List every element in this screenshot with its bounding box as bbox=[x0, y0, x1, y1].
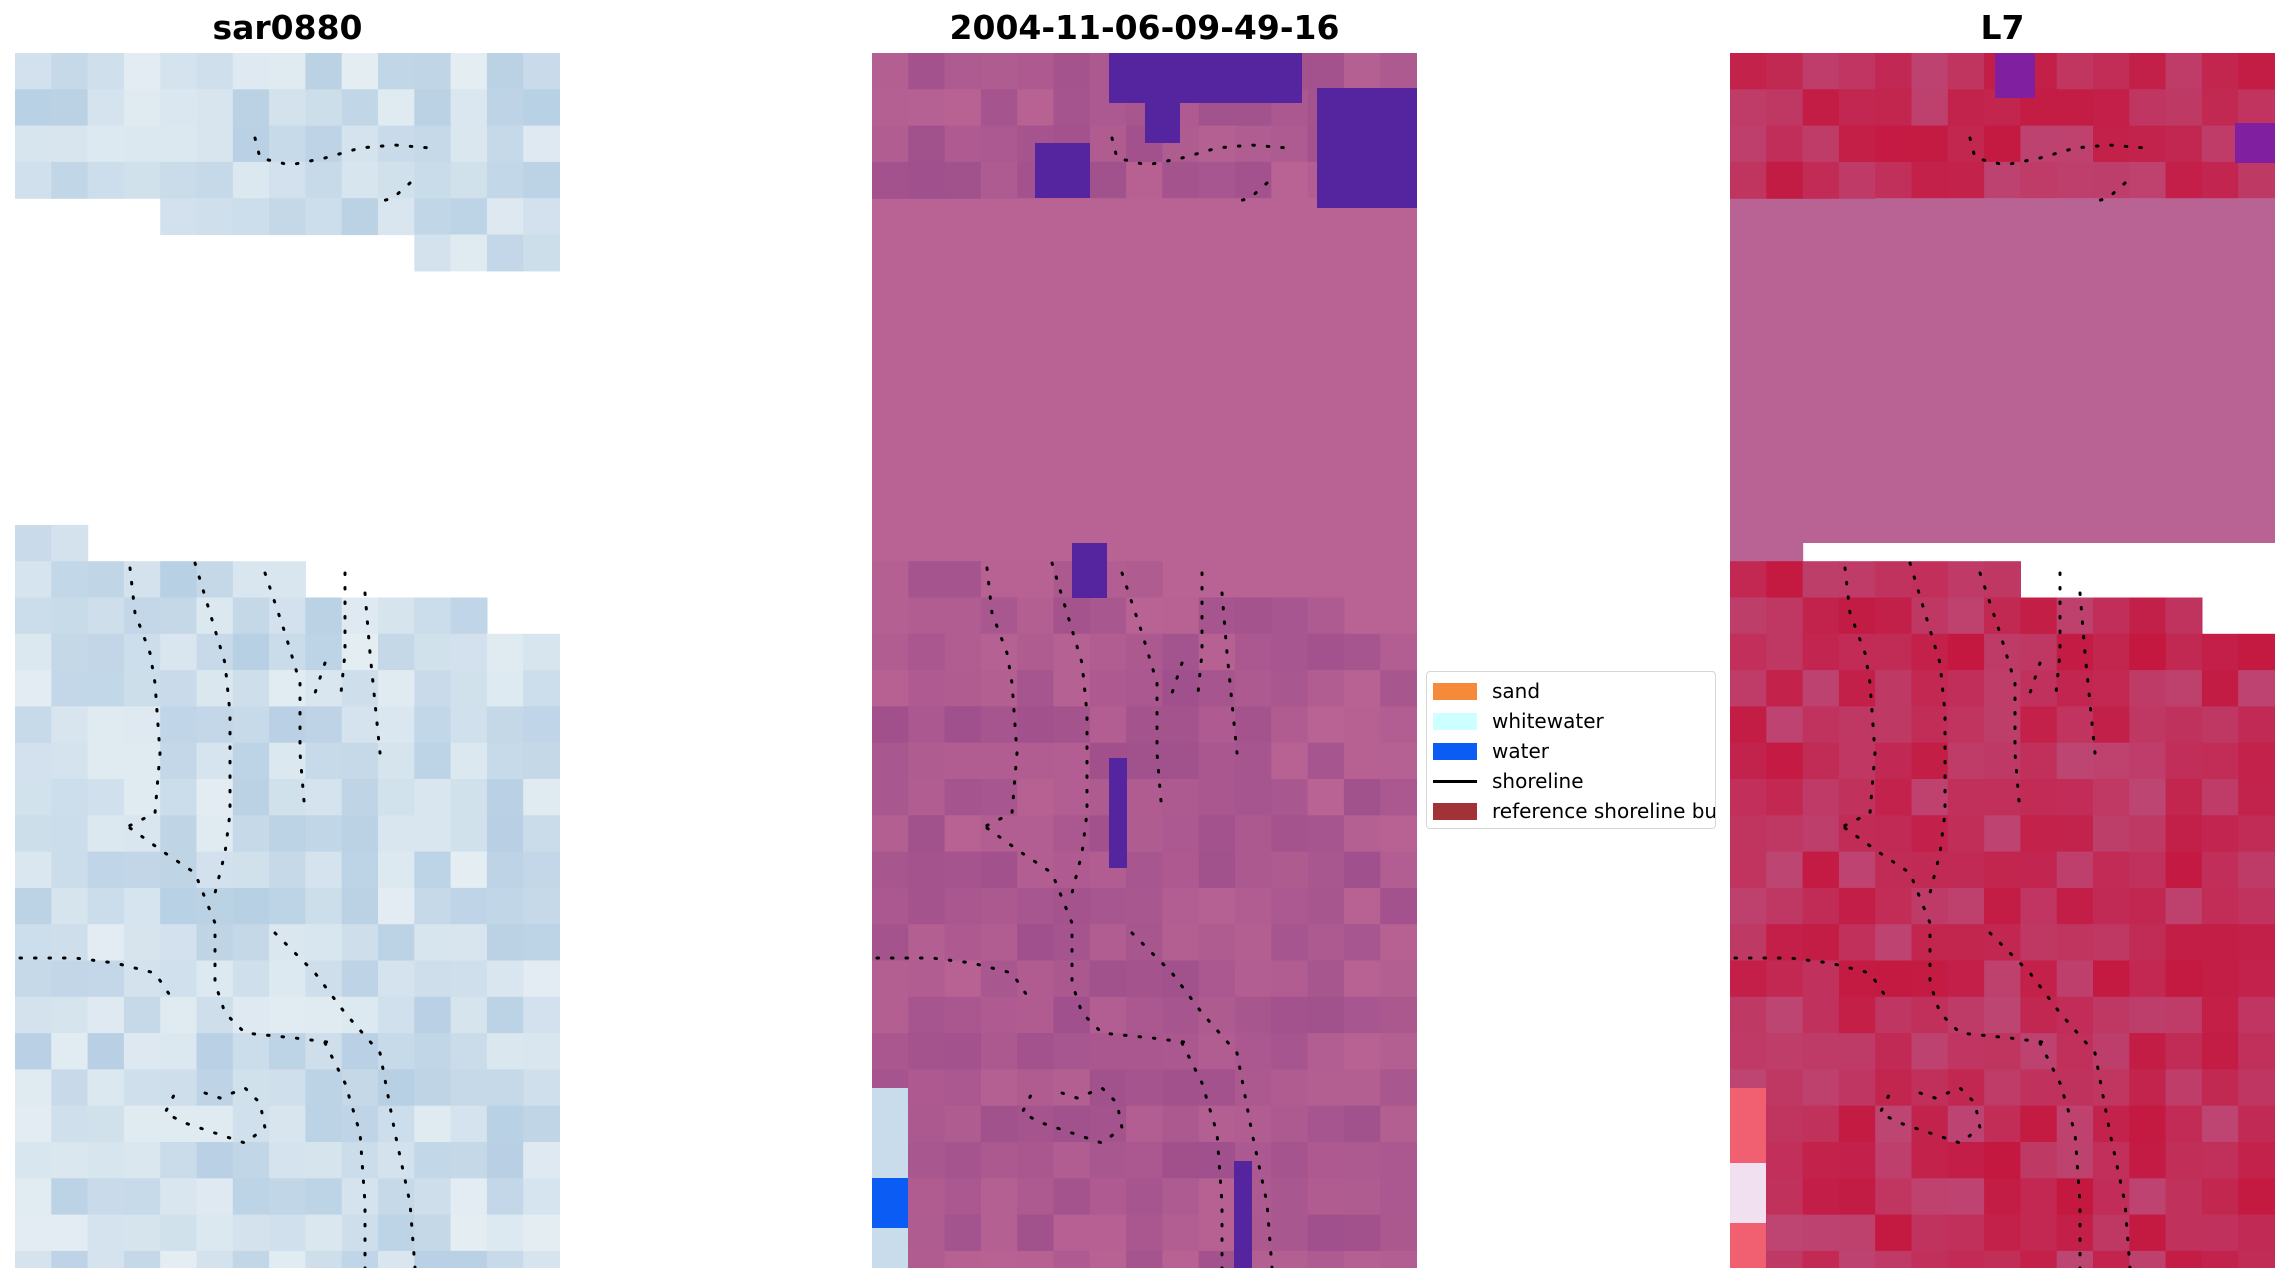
legend: sand whitewater water shoreline referenc… bbox=[1426, 671, 1716, 829]
legend-line-shoreline bbox=[1433, 779, 1477, 783]
classified-image-panel bbox=[872, 53, 1417, 1268]
panel-title-date: 2004-11-06-09-49-16 bbox=[949, 8, 1340, 47]
legend-item-water: water bbox=[1433, 738, 1549, 764]
legend-swatch-sand bbox=[1433, 682, 1477, 700]
legend-swatch-whitewater bbox=[1433, 712, 1477, 730]
panel-title-sar: sar0880 bbox=[212, 8, 363, 47]
legend-item-shoreline: shoreline bbox=[1433, 768, 1584, 794]
legend-item-whitewater: whitewater bbox=[1433, 708, 1604, 734]
legend-item-reference-buffer: reference shoreline buffer bbox=[1433, 798, 1716, 824]
legend-swatch-water bbox=[1433, 742, 1477, 760]
legend-label-reference-buffer: reference shoreline buffer bbox=[1492, 799, 1716, 823]
legend-label-water: water bbox=[1492, 739, 1549, 763]
index-image-panel bbox=[1730, 53, 2275, 1268]
legend-swatch-reference-buffer bbox=[1433, 802, 1477, 820]
legend-item-sand: sand bbox=[1433, 678, 1540, 704]
panel-title-index: L7 bbox=[1980, 8, 2025, 47]
legend-label-shoreline: shoreline bbox=[1492, 769, 1584, 793]
legend-label-whitewater: whitewater bbox=[1492, 709, 1604, 733]
legend-label-sand: sand bbox=[1492, 679, 1541, 703]
sar-image-panel bbox=[15, 53, 560, 1268]
